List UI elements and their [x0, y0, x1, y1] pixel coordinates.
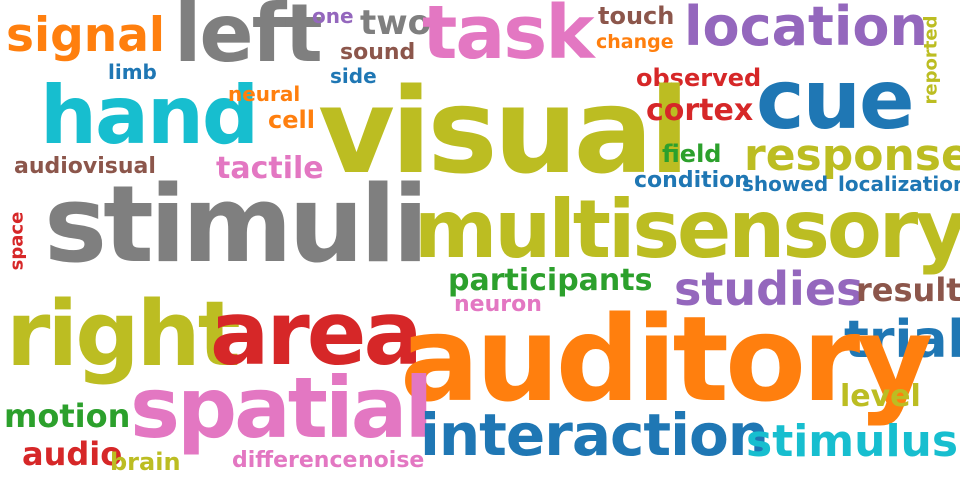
word-sound: sound — [340, 40, 416, 65]
word-showed: showed — [742, 172, 829, 196]
word-field: field — [662, 140, 722, 168]
word-participants: participants — [448, 263, 653, 298]
word-area: area — [210, 282, 423, 385]
word-noise: noise — [358, 448, 425, 473]
word-touch: touch — [598, 2, 675, 30]
word-audiovisual: audiovisual — [14, 154, 156, 179]
word-signal: signal — [6, 8, 166, 63]
word-spatial: spatial — [130, 359, 433, 457]
word-observed: observed — [636, 64, 762, 92]
word-location: location — [684, 0, 928, 58]
word-reported: reported — [920, 15, 942, 105]
word-limb: limb — [108, 60, 157, 84]
word-localization: localization — [838, 172, 960, 196]
word-level: level — [840, 379, 921, 414]
word-visual: visual — [318, 62, 690, 200]
word-cue: cue — [756, 53, 915, 148]
word-change: change — [596, 31, 674, 53]
word-task: task — [422, 0, 595, 76]
word-neural: neural — [228, 82, 301, 106]
word-trial: trial — [844, 310, 960, 370]
word-motion: motion — [4, 397, 131, 435]
word-right: right — [6, 282, 241, 387]
word-brain: brain — [110, 448, 181, 476]
word-studies: studies — [674, 262, 864, 316]
word-interaction: interaction — [420, 401, 769, 469]
word-tactile: tactile — [216, 151, 324, 186]
word-two: two — [360, 3, 432, 43]
word-hand: hand — [40, 69, 259, 162]
word-response: response — [744, 130, 960, 181]
word-neuron: neuron — [454, 292, 542, 317]
word-condition: condition — [634, 168, 750, 193]
word-left: left — [174, 0, 323, 80]
word-auditory: auditory — [400, 290, 933, 428]
word-result: result — [856, 271, 960, 309]
word-stimuli: stimuli — [44, 163, 429, 286]
word-audio: audio — [22, 435, 123, 473]
word-side: side — [330, 64, 377, 88]
word-cortex: cortex — [646, 93, 754, 128]
word-difference: difference — [232, 448, 358, 473]
word-space: space — [6, 211, 28, 271]
word-one: one — [312, 4, 354, 28]
word-multisensory: multisensory — [414, 183, 960, 276]
word-stimulus: stimulus — [746, 416, 959, 467]
word-cell: cell — [268, 106, 315, 134]
